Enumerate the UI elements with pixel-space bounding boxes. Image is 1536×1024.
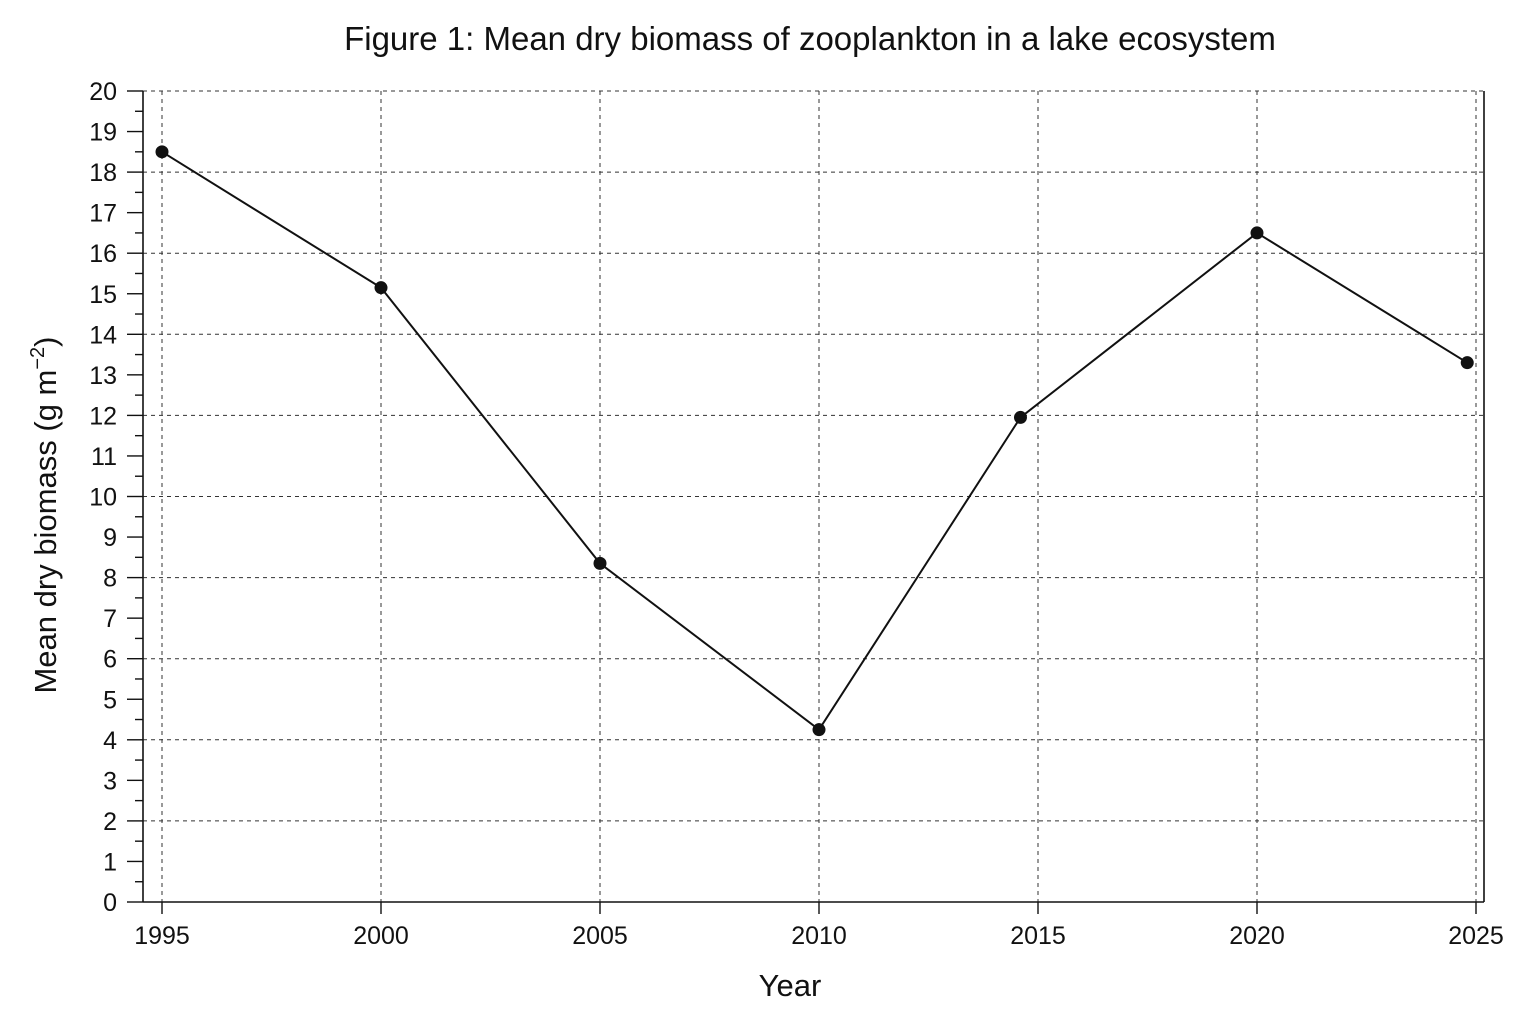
x-tick-label-2010: 2010 (791, 922, 847, 950)
y-tick-label-19: 19 (89, 119, 117, 147)
y-tick-label-18: 18 (89, 159, 117, 187)
y-tick-label-20: 20 (89, 78, 117, 106)
y-tick-label-5: 5 (103, 686, 117, 714)
y-tick-label-7: 7 (103, 605, 117, 633)
chart-title: Figure 1: Mean dry biomass of zooplankto… (344, 20, 1276, 57)
y-tick-label-0: 0 (103, 889, 117, 917)
x-tick-label-2000: 2000 (353, 922, 409, 950)
data-point (593, 556, 607, 570)
x-tick-label-2020: 2020 (1229, 922, 1285, 950)
y-axis-label: Mean dry biomass (g m−2) (27, 336, 63, 693)
y-tick-label-17: 17 (89, 200, 117, 228)
y-tick-label-9: 9 (103, 524, 117, 552)
y-tick-label-4: 4 (103, 727, 117, 755)
data-point (1460, 356, 1474, 370)
y-tick-label-10: 10 (89, 484, 117, 512)
x-tick-label-2015: 2015 (1010, 922, 1066, 950)
y-tick-label-14: 14 (89, 321, 117, 349)
x-axis-ticks: 1995 2000 2005 2010 2015 2020 2025 (134, 902, 1504, 950)
x-tick-label-2025: 2025 (1448, 922, 1504, 950)
data-point (812, 723, 826, 737)
grid (143, 90, 1484, 902)
data-point (1013, 410, 1027, 424)
data-point (1250, 226, 1264, 240)
y-tick-label-1: 1 (103, 848, 117, 876)
x-tick-label-1995: 1995 (134, 922, 190, 950)
series (155, 145, 1474, 737)
y-axis-label-main: Mean dry biomass (g m (28, 370, 63, 694)
y-tick-label-3: 3 (103, 767, 117, 795)
series-line (161, 150, 1468, 732)
y-axis-label-close: ) (28, 336, 63, 346)
y-tick-label-2: 2 (103, 808, 117, 836)
y-tick-label-16: 16 (89, 240, 117, 268)
data-point (155, 145, 169, 159)
y-tick-label-8: 8 (103, 565, 117, 593)
y-tick-label-11: 11 (91, 443, 117, 471)
data-point (374, 281, 388, 295)
y-tick-label-15: 15 (89, 281, 117, 309)
x-tick-label-2005: 2005 (572, 922, 628, 950)
y-tick-label-12: 12 (89, 402, 117, 430)
y-tick-label-13: 13 (89, 362, 117, 390)
y-axis-label-superscript: −2 (27, 347, 49, 370)
y-tick-label-6: 6 (103, 646, 117, 674)
x-axis-label: Year (759, 968, 822, 1003)
